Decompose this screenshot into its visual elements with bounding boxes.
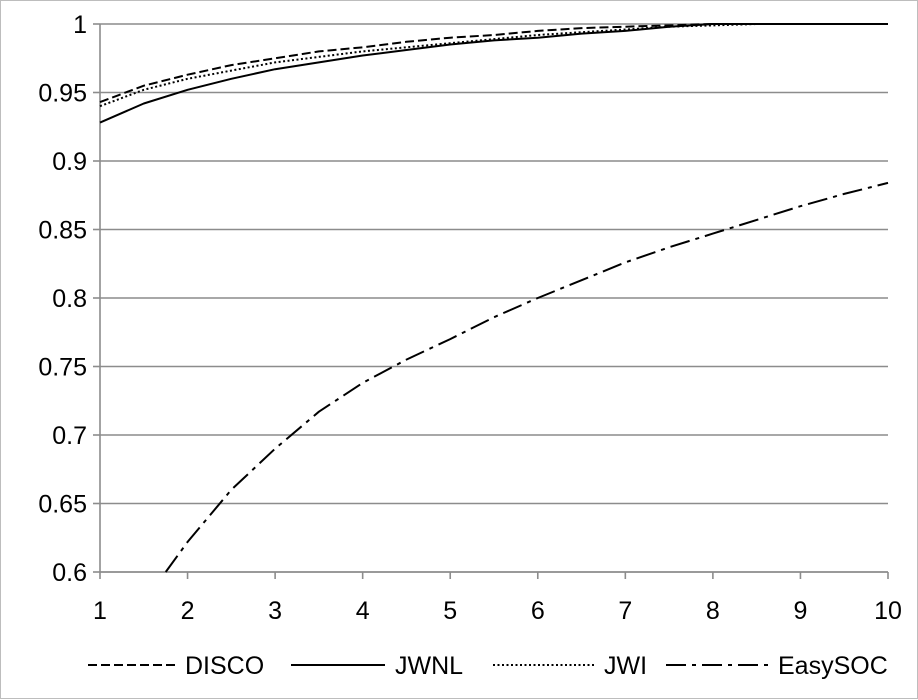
series-line-easysoc	[164, 181, 889, 573]
x-tick-label: 5	[443, 597, 457, 625]
series-lines	[99, 23, 889, 573]
series-line-disco	[99, 23, 888, 104]
legend-label-disco: DISCO	[185, 652, 264, 680]
legend-label-easysoc: EasySOC	[778, 652, 888, 680]
y-tick-label: 0.85	[38, 217, 87, 245]
y-tick-label: 0.75	[38, 354, 87, 382]
x-tick-label: 9	[793, 597, 807, 625]
x-tick-label: 2	[181, 597, 195, 625]
y-tick-label: 1	[73, 11, 87, 39]
y-tick-label: 0.7	[52, 422, 87, 450]
legend-label-jwi: JWI	[604, 652, 647, 680]
x-tick-label: 6	[531, 597, 545, 625]
x-tick-label: 4	[356, 597, 370, 625]
grid-lines	[100, 23, 888, 573]
x-tick-label: 1	[93, 597, 107, 625]
x-tick-label: 3	[268, 597, 282, 625]
x-tick-label: 7	[618, 597, 632, 625]
y-tick-label: 0.9	[52, 148, 87, 176]
y-tick-label: 0.8	[52, 285, 87, 313]
y-tick-label: 0.6	[52, 559, 87, 587]
legend: DISCO JWNL JWI EasySOC	[88, 652, 888, 680]
x-tick-label: 8	[706, 597, 720, 625]
series-line-jwnl	[99, 23, 888, 124]
axes	[93, 23, 889, 579]
legend-label-jwnl: JWNL	[395, 652, 463, 680]
x-tick-label: 10	[874, 597, 902, 625]
series-line-jwi	[99, 23, 888, 108]
y-tick-label: 0.65	[38, 491, 87, 519]
tick-labels: 0.6 0.65 0.7 0.75 0.8 0.85 0.9 0.95 1 1 2 3 4 5 6 7 8 9 10	[38, 11, 902, 625]
y-tick-label: 0.95	[38, 80, 87, 108]
